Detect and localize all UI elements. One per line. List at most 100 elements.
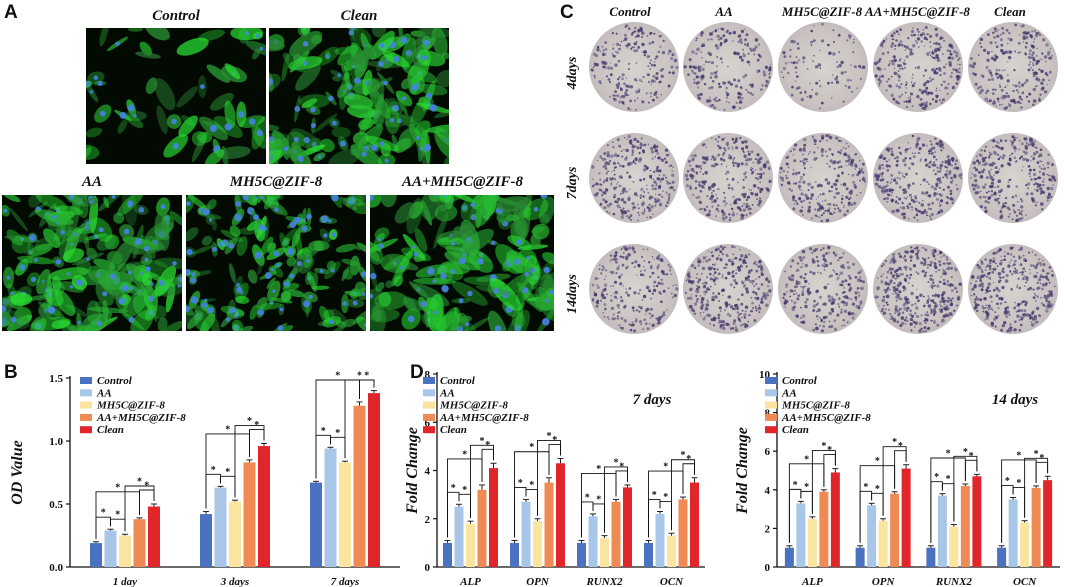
significance-bracket <box>615 470 628 497</box>
legend-swatch <box>423 389 435 397</box>
bar <box>972 476 982 567</box>
panel-a-label-clean: Clean <box>340 8 378 24</box>
bar <box>867 505 877 567</box>
panel-a-label-control: Control <box>152 8 200 24</box>
chart-title: 14 days <box>992 392 1038 408</box>
significance-star: * <box>518 478 523 489</box>
significance-star: * <box>451 483 456 494</box>
panel-c-col-clean: Clean <box>994 4 1026 19</box>
y-tick-label: 0.5 <box>49 499 63 511</box>
micrograph-aa-mh5c-zif8 <box>370 195 554 331</box>
bar <box>1008 499 1018 567</box>
bar <box>466 523 475 567</box>
culture-well <box>778 244 868 334</box>
panel-c-col-aa-mh5c: AA+MH5C@ZIF-8 <box>865 4 970 19</box>
significance-star: * <box>614 457 619 468</box>
bar <box>454 506 464 567</box>
significance-bracket <box>964 459 978 482</box>
culture-well <box>873 22 963 112</box>
bar <box>678 499 688 567</box>
legend-label: MH5C@ZIF-8 <box>96 400 165 412</box>
bar <box>310 482 322 567</box>
significance-bracket <box>1001 459 1037 543</box>
culture-well <box>873 244 963 334</box>
x-tick-label: OCN <box>660 576 684 587</box>
legend-label: AA+MH5C@ZIF-8 <box>96 412 186 424</box>
bar <box>611 501 621 567</box>
significance-star: * <box>480 436 485 447</box>
significance-star: * <box>529 442 534 453</box>
significance-star: * <box>1039 453 1044 464</box>
bar <box>807 518 817 567</box>
legend-label: Control <box>440 375 476 387</box>
bar <box>104 530 117 567</box>
panel-letter-d: D <box>410 362 424 383</box>
x-tick-label: ALP <box>459 576 481 587</box>
significance-star: * <box>821 441 826 452</box>
significance-star: * <box>946 474 951 485</box>
bar <box>258 446 270 567</box>
significance-star: * <box>652 490 657 501</box>
culture-well <box>683 22 773 112</box>
panel-a-label-aa: AA <box>81 174 102 190</box>
bar <box>796 503 806 567</box>
legend-swatch <box>765 377 777 384</box>
panel-a-label-aa-mh5c: AA+MH5C@ZIF-8 <box>401 174 524 190</box>
y-tick-label: 6 <box>425 417 431 429</box>
x-tick-label: 7 days <box>331 576 359 587</box>
significance-star: * <box>547 431 552 442</box>
y-tick-label: 2 <box>765 523 771 535</box>
significance-star: * <box>321 426 326 437</box>
bar <box>949 526 959 567</box>
significance-star: * <box>596 464 601 475</box>
significance-star: * <box>552 435 557 446</box>
significance-star: * <box>357 371 362 382</box>
significance-star: * <box>115 510 120 521</box>
culture-well <box>683 244 773 334</box>
significance-star: * <box>681 450 686 461</box>
y-axis-label: Fold Change <box>734 427 751 515</box>
bar <box>830 472 840 567</box>
panel-c-row-14days: 14days <box>565 274 580 314</box>
significance-star: * <box>462 485 467 496</box>
y-tick-label: 6 <box>765 446 771 458</box>
significance-star: * <box>1016 478 1021 489</box>
legend-label: Control <box>97 375 133 387</box>
significance-star: * <box>1005 476 1010 487</box>
bar <box>353 405 366 567</box>
y-tick-label: 1.5 <box>49 373 63 385</box>
bar <box>667 535 676 567</box>
x-tick-label: 3 days <box>220 576 249 587</box>
micrograph-clean <box>269 28 449 164</box>
bar <box>878 520 888 567</box>
y-axis-label: OD Value <box>9 440 26 504</box>
significance-bracket <box>1035 461 1049 483</box>
significance-star: * <box>101 508 106 519</box>
significance-star: * <box>898 441 903 452</box>
bar <box>443 542 452 567</box>
legend-label: Clean <box>97 424 124 436</box>
legend-label: AA+MH5C@ZIF-8 <box>439 412 529 424</box>
significance-bracket <box>648 470 684 538</box>
legend-label: Clean <box>782 424 809 436</box>
significance-star: * <box>335 371 340 382</box>
significance-star: * <box>793 480 798 491</box>
significance-bracket <box>548 443 561 475</box>
bar <box>784 547 794 567</box>
y-tick-label: 1.0 <box>49 436 63 448</box>
legend-swatch <box>765 426 777 434</box>
panel-letter-b: B <box>4 362 18 383</box>
significance-star: * <box>663 492 668 503</box>
significance-star: * <box>254 420 259 431</box>
micrograph-mh5c-zif8 <box>186 195 366 331</box>
y-tick-label: 0 <box>425 562 431 574</box>
y-tick-label: 8 <box>765 408 771 420</box>
y-tick-label: 0.0 <box>49 562 63 574</box>
bar <box>339 462 351 567</box>
bar <box>1031 487 1041 567</box>
significance-bracket <box>447 458 483 538</box>
bar <box>148 506 160 567</box>
bar <box>644 542 653 567</box>
bar <box>577 542 586 567</box>
